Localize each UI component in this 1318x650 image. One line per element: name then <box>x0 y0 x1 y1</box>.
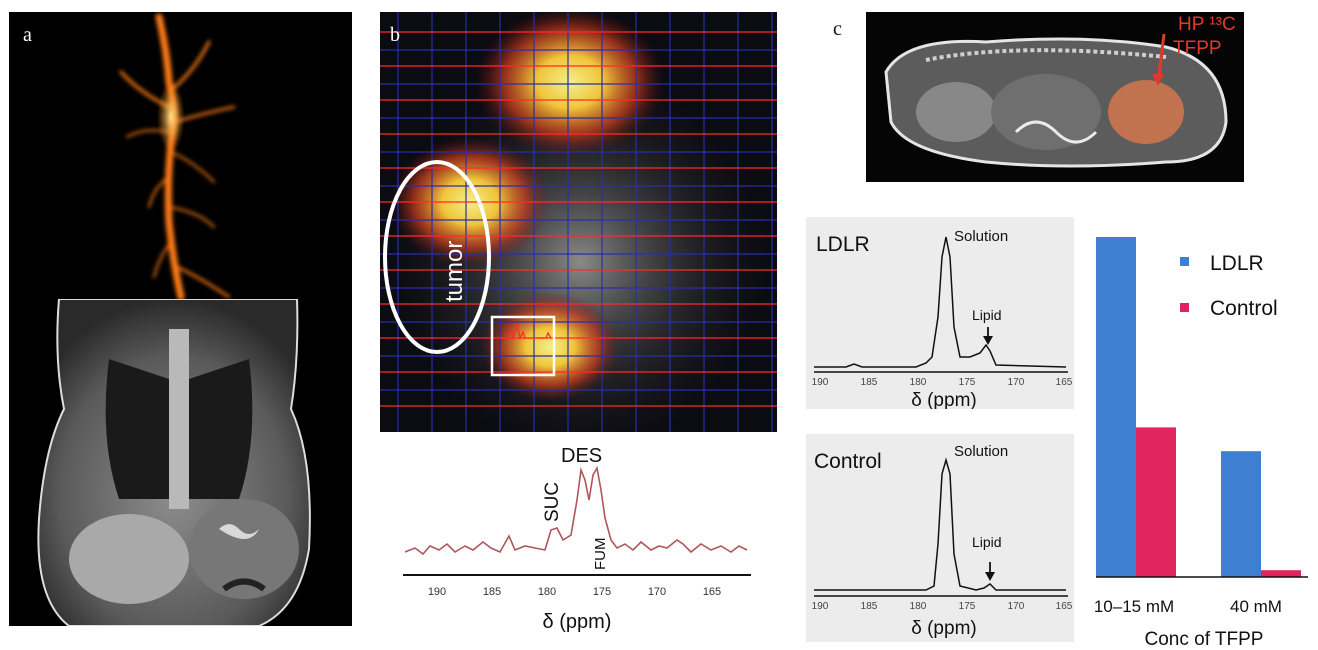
panel-b-spectrum: 190 185 180 175 170 165 DES SUC FUM δ (p… <box>403 445 751 633</box>
spectrum-name: LDLR <box>816 233 870 256</box>
des-label: DES <box>561 445 602 467</box>
bar-control-0 <box>1136 427 1176 577</box>
spectrum-name: Control <box>814 450 882 473</box>
tumor-label: tumor <box>441 241 468 302</box>
legend-swatch-ldlr <box>1180 257 1189 266</box>
sagittal-mri-image <box>884 33 1228 168</box>
tick-185: 185 <box>861 377 878 388</box>
ldlr-spectrum: 190 185 180 175 170 165 LDLR Solution Li… <box>806 217 1074 411</box>
lipid-label: Lipid <box>972 534 1002 550</box>
panel-a: a <box>9 12 352 626</box>
tick-185: 185 <box>483 586 501 598</box>
tick-165: 165 <box>1056 377 1073 388</box>
tick-175: 175 <box>959 377 976 388</box>
tick-165: 165 <box>703 586 721 598</box>
coronal-mri-image <box>37 299 311 626</box>
tick-180: 180 <box>910 601 927 612</box>
tick-180: 180 <box>538 586 556 598</box>
panel-b-image: tumor b <box>380 12 777 432</box>
tick-190: 190 <box>428 586 446 598</box>
panel-a-letter: a <box>23 24 32 46</box>
tick-190: 190 <box>812 377 829 388</box>
bar-ldlr-0 <box>1096 237 1136 577</box>
panel-c-mri: HP ¹³C TFPP <box>866 12 1244 182</box>
angiogram-image <box>119 13 236 301</box>
bar-control-1 <box>1261 570 1301 577</box>
lipid-label: Lipid <box>972 307 1002 323</box>
csi-grid-overlay: tumor <box>380 12 777 432</box>
tick-170: 170 <box>1008 601 1025 612</box>
solution-label: Solution <box>954 228 1008 245</box>
tick-175: 175 <box>593 586 611 598</box>
x-axis-label: Conc of TFPP <box>1145 629 1264 648</box>
fum-label: FUM <box>592 538 609 571</box>
axis-label: δ (ppm) <box>911 390 976 409</box>
tick-190: 190 <box>812 601 829 612</box>
category-label-1: 40 mM <box>1230 597 1282 616</box>
control-spectrum: 190 185 180 175 170 165 Control Solution… <box>806 434 1074 642</box>
tick-180: 180 <box>910 377 927 388</box>
tick-175: 175 <box>959 601 976 612</box>
tick-185: 185 <box>861 601 878 612</box>
suc-label: SUC <box>542 482 563 522</box>
tick-170: 170 <box>1008 377 1025 388</box>
hp-13c-label: HP ¹³C <box>1178 14 1236 35</box>
axis-label: δ (ppm) <box>911 618 976 639</box>
solution-label: Solution <box>954 443 1008 460</box>
tfpp-label: TFPP <box>1173 38 1222 59</box>
legend-label-ldlr: LDLR <box>1210 252 1264 275</box>
axis-label: δ (ppm) <box>543 611 612 633</box>
tfpp-bar-chart: 10–15 mM 40 mM Conc of TFPP LDLR Control <box>1094 237 1308 648</box>
tick-165: 165 <box>1056 601 1073 612</box>
bar-ldlr-1 <box>1221 451 1261 577</box>
panel-c-letter: c <box>833 18 842 40</box>
tick-170: 170 <box>648 586 666 598</box>
legend-swatch-control <box>1180 303 1189 312</box>
legend-label-control: Control <box>1210 297 1278 320</box>
panel-b-letter: b <box>390 24 400 46</box>
category-label-0: 10–15 mM <box>1094 597 1174 616</box>
